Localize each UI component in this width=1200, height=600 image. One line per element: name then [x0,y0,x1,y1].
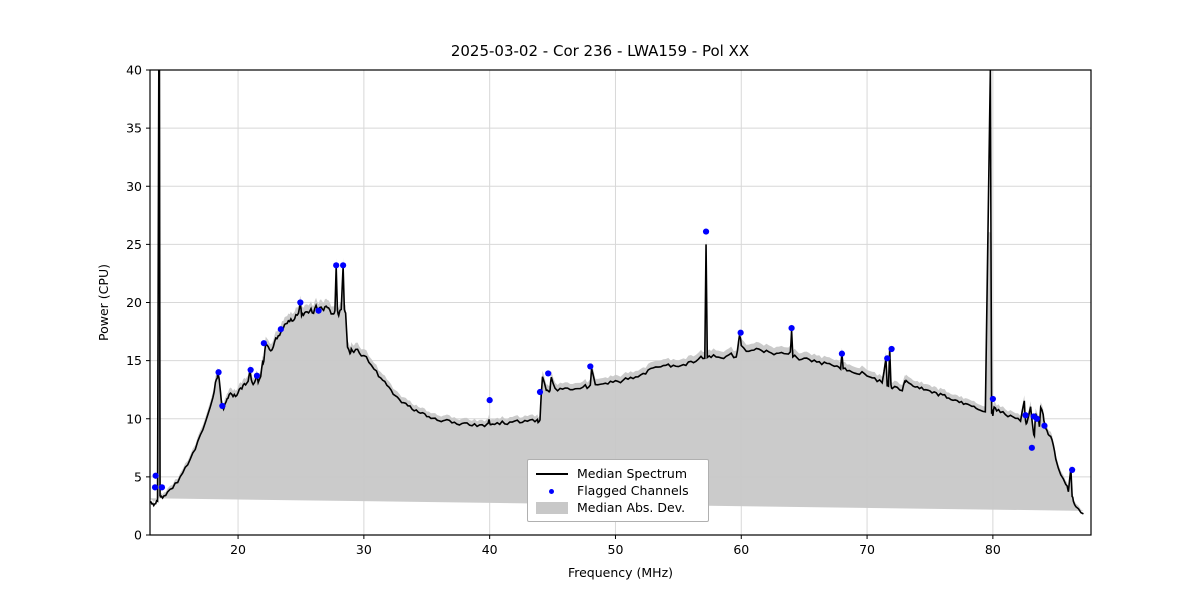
page-title: 2025-03-02 - Cor 236 - LWA159 - Pol XX [450,42,750,60]
x-tick-label: 80 [985,542,1001,557]
x-axis-label: Frequency (MHz) [568,565,673,580]
y-tick-label: 20 [126,295,142,310]
x-tick-label: 20 [230,542,246,557]
flagged-channel-point [884,355,891,362]
legend-item-median-abs-dev: Median Abs. Dev. [535,499,701,516]
y-tick-label: 10 [126,411,142,426]
x-tick-label: 50 [608,542,624,557]
flagged-channel-point [340,262,347,269]
flagged-channel-point [253,372,261,379]
y-axis-label: Power (CPU) [96,264,111,341]
x-tick-label: 30 [356,542,372,557]
chart-legend: Median Spectrum Flagged Channels Median … [527,459,709,522]
flagged-channel-point [486,397,493,404]
plot-data-region [150,70,1084,515]
flagged-channel-point [219,402,226,410]
y-tick-label: 35 [126,121,142,136]
flagged-channel-point [1028,444,1035,451]
x-tick-label: 60 [733,542,749,557]
flagged-channel-point [158,484,166,491]
flagged-channel-point [333,262,340,269]
flagged-channel-point [277,326,284,333]
y-tick-label: 5 [134,469,142,484]
flagged-channel-point [536,388,544,396]
legend-item-flagged-channels: Flagged Channels [535,482,701,499]
legend-label: Median Abs. Dev. [577,500,686,515]
flagged-channel-point [247,366,254,374]
flagged-channel-point [888,345,895,353]
flagged-channel-point [587,363,594,370]
flagged-channel-point [702,228,710,235]
flagged-channel-point [1069,466,1076,473]
x-tick-label: 70 [859,542,875,557]
flagged-channel-point [545,370,552,377]
legend-band-swatch-icon [535,501,569,515]
flagged-channel-point [315,307,322,314]
flagged-channel-point [737,329,744,336]
flagged-channel-point [1022,412,1029,419]
y-tick-label: 40 [126,63,142,78]
legend-item-median-spectrum: Median Spectrum [535,465,701,482]
legend-line-swatch-icon [535,467,569,481]
y-tick-label: 30 [126,179,142,194]
flagged-channel-point [152,472,159,479]
legend-dot-swatch-icon [535,484,569,498]
flagged-channel-point [989,395,996,403]
y-tick-label: 25 [126,237,142,252]
flagged-channel-point [1033,415,1041,422]
flagged-channel-point [788,324,795,332]
flagged-channel-point [151,484,159,491]
flagged-channel-point [838,350,846,357]
flagged-channel-point [215,369,222,376]
legend-label: Flagged Channels [577,483,689,498]
y-tick-label: 15 [126,353,142,368]
flagged-channel-point [260,340,267,347]
mad-band [150,231,1084,511]
flagged-channel-point [297,299,304,306]
y-tick-label: 0 [134,528,142,543]
x-tick-label: 40 [482,542,498,557]
flagged-channel-point [1041,422,1048,429]
legend-label: Median Spectrum [577,466,688,481]
